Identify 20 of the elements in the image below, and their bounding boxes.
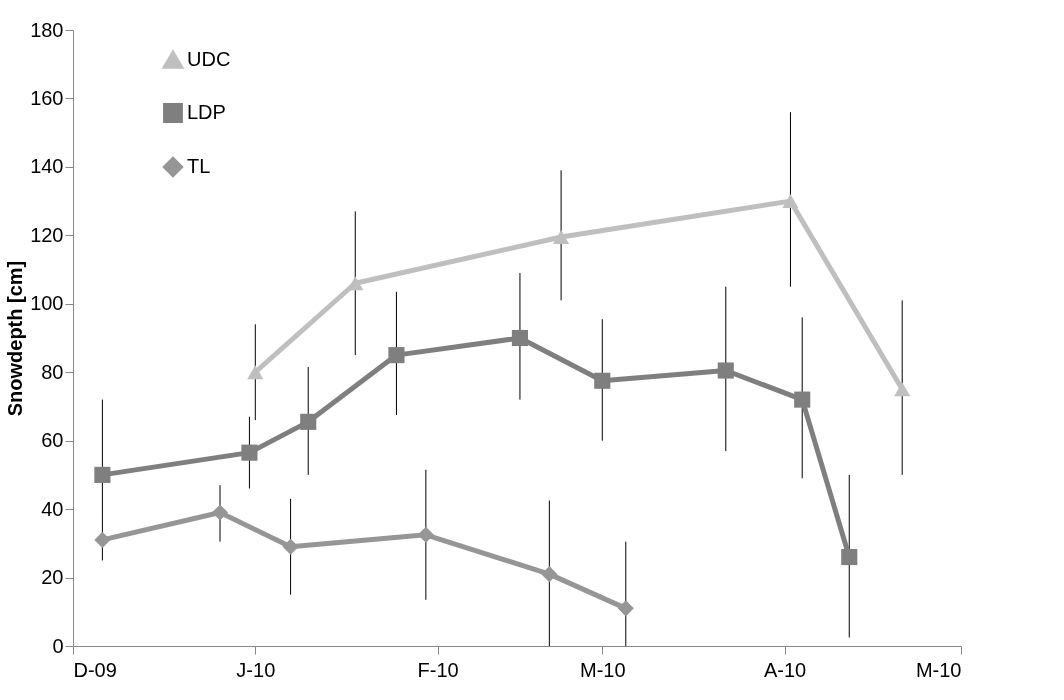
y-tick-label: 20 <box>41 566 64 589</box>
x-tick-label: D-09 <box>73 658 117 681</box>
y-tick-label: 120 <box>30 223 64 246</box>
x-tick-label: M-10 <box>579 658 626 681</box>
y-tick-label: 160 <box>30 86 64 109</box>
x-tick-label: M-10 <box>915 658 962 681</box>
legend-label: UDC <box>187 48 231 70</box>
y-tick-label: 60 <box>41 429 64 452</box>
y-axis-title: Snowdepth [cm] <box>4 260 27 417</box>
y-tick-label: 140 <box>30 155 64 178</box>
y-tick-label: 80 <box>41 360 64 383</box>
x-tick-label: J-10 <box>236 658 276 681</box>
x-tick-label: F-10 <box>417 658 459 681</box>
legend-label: LDP <box>187 101 226 123</box>
x-tick-label: A-10 <box>763 658 807 681</box>
y-tick-label: 0 <box>52 634 64 657</box>
legend-label: TL <box>187 155 211 177</box>
y-tick-label: 100 <box>30 292 64 315</box>
y-tick-label: 40 <box>41 497 64 520</box>
y-tick-label: 180 <box>30 18 64 41</box>
